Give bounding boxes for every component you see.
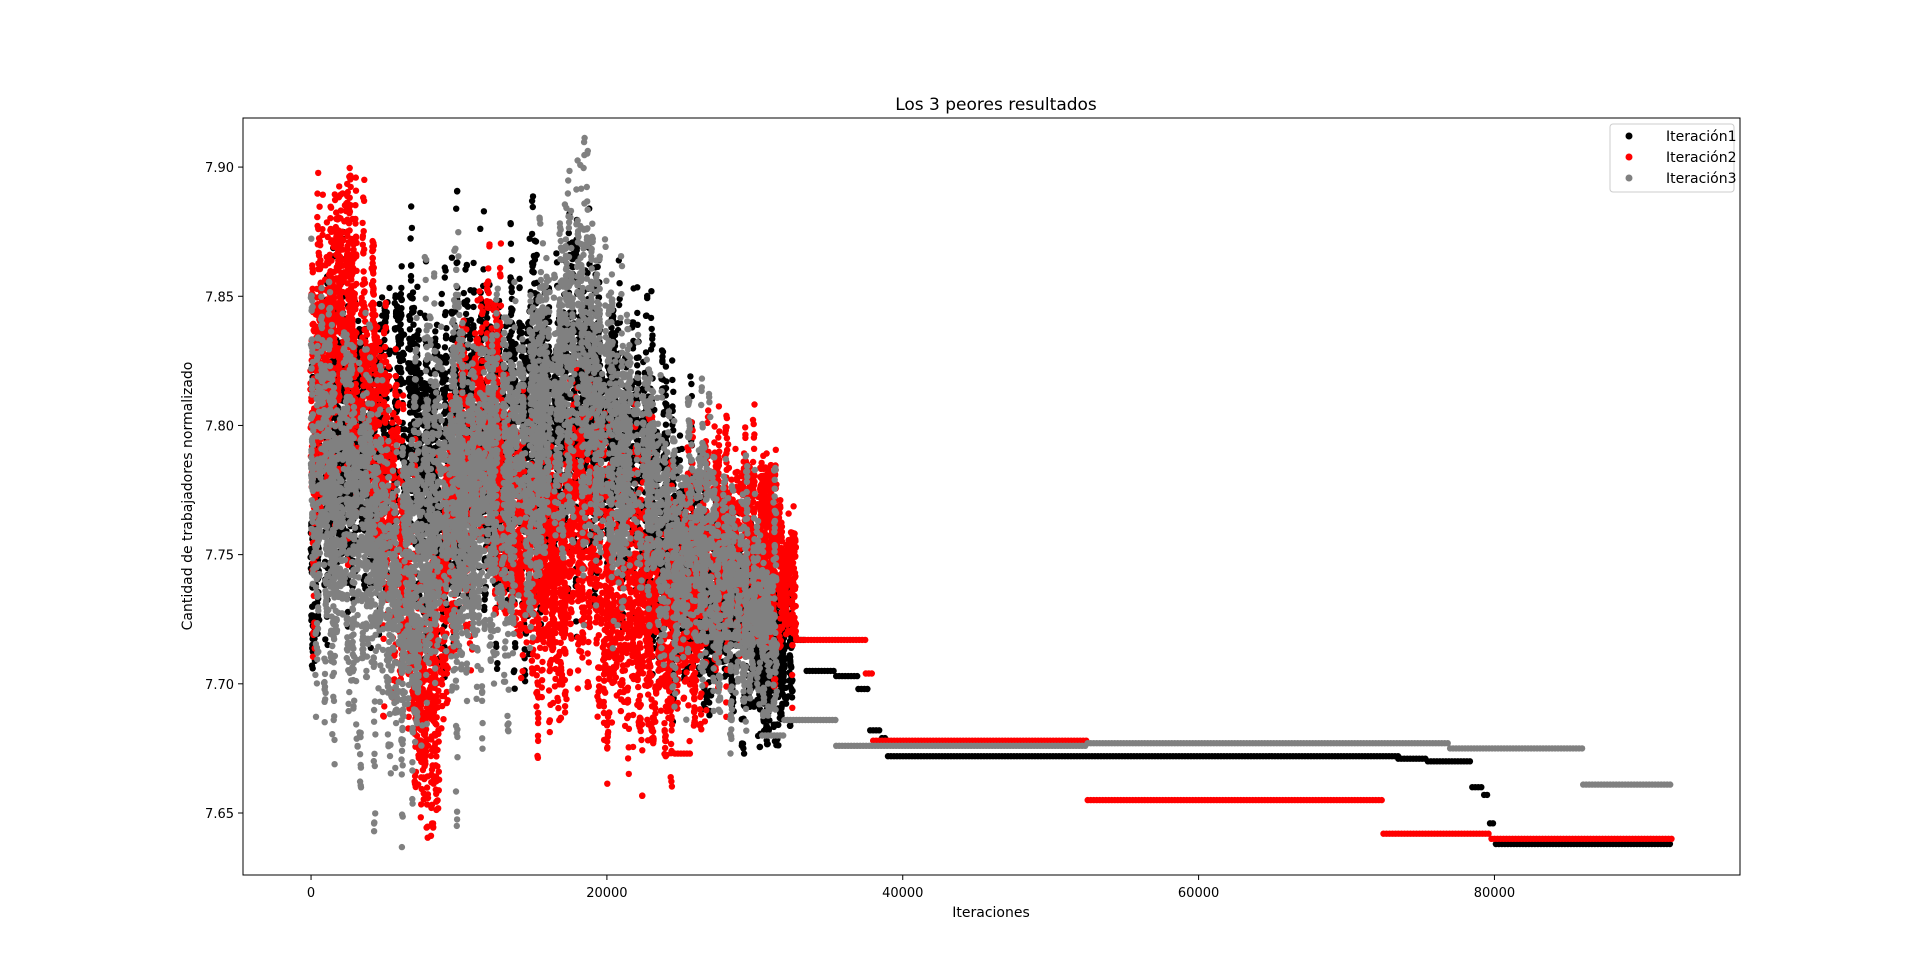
data-point xyxy=(508,288,515,296)
data-point xyxy=(642,349,650,356)
data-point xyxy=(309,603,316,610)
data-point xyxy=(648,325,655,333)
data-point xyxy=(395,310,402,317)
data-point xyxy=(481,603,488,611)
data-point xyxy=(378,294,386,301)
data-point xyxy=(494,660,501,667)
data-point xyxy=(492,640,500,647)
data-point xyxy=(777,710,784,718)
data-point xyxy=(355,317,362,325)
data-point xyxy=(659,358,666,366)
data-point xyxy=(634,309,641,317)
data-point xyxy=(644,292,651,300)
data-point xyxy=(529,193,537,200)
data-point xyxy=(522,646,529,653)
data-point xyxy=(484,314,491,322)
data-point xyxy=(763,737,770,744)
data-point xyxy=(770,723,777,731)
data-point xyxy=(516,284,523,292)
data-point xyxy=(470,259,477,267)
data-point xyxy=(392,292,399,299)
data-point xyxy=(463,261,470,269)
data-point xyxy=(511,640,519,647)
data-point xyxy=(408,262,415,269)
data-point xyxy=(738,740,746,747)
data-point xyxy=(418,397,425,405)
data-point xyxy=(398,284,405,292)
data-point xyxy=(398,296,405,303)
data-point xyxy=(480,208,488,215)
data-point xyxy=(649,332,656,339)
data-point xyxy=(480,266,487,273)
data-point xyxy=(642,312,650,319)
data-point xyxy=(647,314,655,322)
data-point xyxy=(308,662,316,669)
data-point xyxy=(380,427,387,434)
data-point xyxy=(529,203,536,211)
data-point xyxy=(467,287,474,294)
data-point xyxy=(477,225,484,232)
data-point xyxy=(410,321,417,328)
data-point xyxy=(397,290,405,298)
data-point xyxy=(462,310,470,318)
data-point xyxy=(432,328,439,335)
data-point xyxy=(634,284,641,291)
data-point xyxy=(573,618,580,625)
data-point xyxy=(688,380,695,388)
data-point xyxy=(508,257,515,264)
data-point xyxy=(508,308,515,316)
data-point xyxy=(740,750,748,757)
data-point xyxy=(634,362,641,369)
data-point xyxy=(635,354,642,361)
data-point xyxy=(398,263,405,270)
data-point xyxy=(481,596,488,603)
data-point xyxy=(507,220,514,227)
data-point xyxy=(421,312,429,319)
data-point xyxy=(476,317,483,324)
data-point xyxy=(687,373,694,380)
data-point xyxy=(407,235,414,242)
data-point xyxy=(470,303,477,311)
points-layer xyxy=(307,134,1675,851)
data-point xyxy=(507,240,515,247)
data-point xyxy=(779,700,786,707)
data-point xyxy=(530,269,537,276)
data-point xyxy=(648,288,655,295)
data-point xyxy=(410,409,417,416)
data-point xyxy=(771,738,779,745)
data-point xyxy=(647,346,655,353)
data-point xyxy=(511,667,518,674)
data-point xyxy=(493,665,501,672)
data-point xyxy=(448,254,456,261)
data-point xyxy=(443,325,450,332)
data-point xyxy=(528,230,536,238)
data-point xyxy=(386,284,393,292)
data-point xyxy=(658,347,666,354)
data-point xyxy=(778,678,785,685)
data-point xyxy=(414,283,421,290)
chart-title: Los 3 peores resultados xyxy=(895,95,1097,115)
data-point xyxy=(511,685,518,692)
data-point xyxy=(662,421,670,428)
